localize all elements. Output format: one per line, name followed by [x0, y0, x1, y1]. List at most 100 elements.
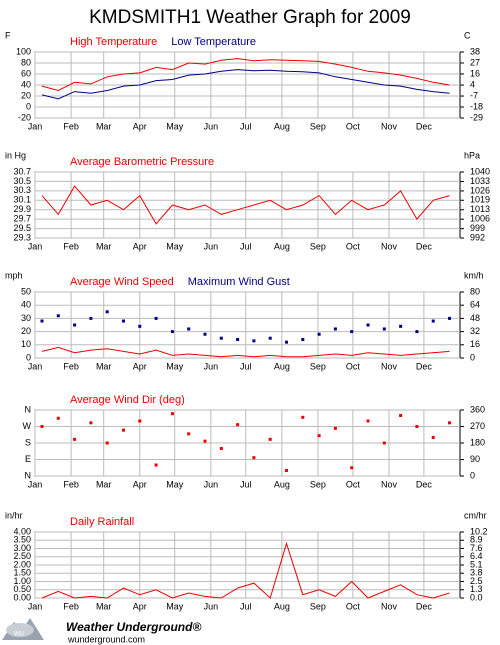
x-tick-label: Dec [416, 121, 433, 131]
data-point [203, 439, 207, 443]
y-tick-label: 0 [26, 352, 31, 362]
y2-tick-label: 6.4 [470, 551, 483, 561]
x-tick-label: May [166, 601, 184, 611]
data-point [154, 463, 158, 467]
y2-tick-label: 5.1 [470, 559, 483, 569]
data-point [317, 434, 321, 438]
y-tick-label: E [25, 454, 31, 464]
data-point [285, 340, 289, 344]
y2-axis-label: cm/hr [464, 510, 487, 520]
data-point [56, 314, 60, 318]
data-point [121, 428, 125, 432]
y2-tick-label: 1.3 [470, 584, 483, 594]
y-tick-label: 30.1 [13, 195, 31, 205]
y2-tick-label: 2.5 [470, 576, 483, 586]
y-tick-label: 60 [21, 68, 31, 78]
y2-tick-label: 999 [470, 223, 485, 233]
y-tick-label: 40 [21, 300, 31, 310]
x-tick-label: Jul [240, 479, 252, 489]
y2-tick-label: 80 [470, 286, 480, 296]
x-tick-label: Jul [240, 361, 252, 371]
y2-tick-label: 1019 [470, 195, 490, 205]
y-tick-label: 30.7 [13, 166, 31, 176]
legend-entry: Average Wind Dir (deg) [70, 394, 185, 406]
data-point [448, 316, 452, 320]
x-tick-label: Nov [381, 601, 398, 611]
y-tick-label: 50 [21, 286, 31, 296]
y-tick-label: 3.50 [13, 535, 31, 545]
x-tick-label: Mar [96, 121, 112, 131]
y-tick-label: 20 [21, 90, 31, 100]
x-tick-label: Aug [274, 121, 290, 131]
x-tick-label: May [166, 121, 184, 131]
y2-tick-label: 48 [470, 313, 480, 323]
y2-tick-label: 16 [470, 68, 480, 78]
y-tick-label: W [23, 421, 32, 431]
x-tick-label: Dec [416, 601, 433, 611]
data-point [350, 330, 354, 334]
data-point [431, 319, 435, 323]
x-tick-label: Dec [416, 479, 433, 489]
y-tick-label: 1.50 [13, 568, 31, 578]
data-point [203, 332, 207, 336]
y-tick-label: 3.00 [13, 543, 31, 553]
data-point [399, 324, 403, 328]
y2-tick-label: 360 [470, 404, 485, 414]
legend-entry: Low Temperature [171, 36, 256, 48]
y-tick-label: 40 [21, 79, 31, 89]
x-tick-label: Oct [346, 121, 361, 131]
x-tick-label: Apr [133, 121, 147, 131]
x-tick-label: Jan [28, 479, 43, 489]
x-tick-label: Apr [133, 241, 147, 251]
x-tick-label: Oct [346, 241, 361, 251]
legend-entry: Maximum Wind Gust [188, 276, 290, 288]
data-point [219, 447, 223, 450]
data-point [285, 469, 289, 472]
x-tick-label: May [166, 241, 184, 251]
data-point [236, 338, 240, 342]
data-point [187, 327, 191, 331]
y-tick-label: 29.7 [13, 214, 31, 224]
data-point [89, 421, 93, 425]
y-tick-label: 30.5 [13, 176, 31, 186]
data-point [252, 339, 256, 343]
brand: Weather Underground® [66, 620, 201, 634]
y-axis-label: in Hg [5, 150, 26, 160]
data-point [154, 316, 158, 320]
x-tick-label: Sep [310, 361, 326, 371]
y-tick-label: 100 [16, 46, 31, 56]
x-tick-label: Apr [133, 479, 147, 489]
x-tick-label: Jun [204, 241, 219, 251]
data-point [73, 437, 77, 441]
x-tick-label: Apr [133, 601, 147, 611]
x-tick-label: Jun [204, 479, 219, 489]
y2-axis-label: km/h [464, 270, 484, 280]
x-tick-label: Aug [274, 601, 290, 611]
y-tick-label: 4.00 [13, 526, 31, 536]
data-point [350, 466, 354, 470]
x-tick-label: Jan [28, 121, 43, 131]
y-tick-label: N [25, 404, 32, 414]
legend-entry: Daily Rainfall [70, 516, 134, 528]
y2-tick-label: -7 [470, 90, 478, 100]
y-tick-label: 0.00 [13, 592, 31, 602]
data-point [73, 323, 77, 327]
x-tick-label: Jan [28, 361, 43, 371]
y2-tick-label: 10.2 [470, 526, 488, 536]
legend-entry: Average Wind Speed [70, 276, 174, 288]
page-title: KMDSMITH1 Weather Graph for 2009 [89, 7, 411, 28]
y2-tick-label: 992 [470, 232, 485, 242]
data-point [382, 441, 386, 445]
y2-tick-label: 38 [470, 46, 480, 56]
x-tick-label: Jun [204, 121, 219, 131]
y-tick-label: 2.00 [13, 559, 31, 569]
x-tick-label: Feb [63, 361, 79, 371]
y2-tick-label: 16 [470, 339, 480, 349]
data-point [382, 327, 386, 331]
y2-tick-label: 1033 [470, 176, 490, 186]
data-point [366, 419, 370, 423]
data-point [105, 310, 109, 314]
x-tick-label: Nov [381, 121, 398, 131]
x-tick-label: May [166, 361, 184, 371]
y-tick-label: 2.50 [13, 551, 31, 561]
